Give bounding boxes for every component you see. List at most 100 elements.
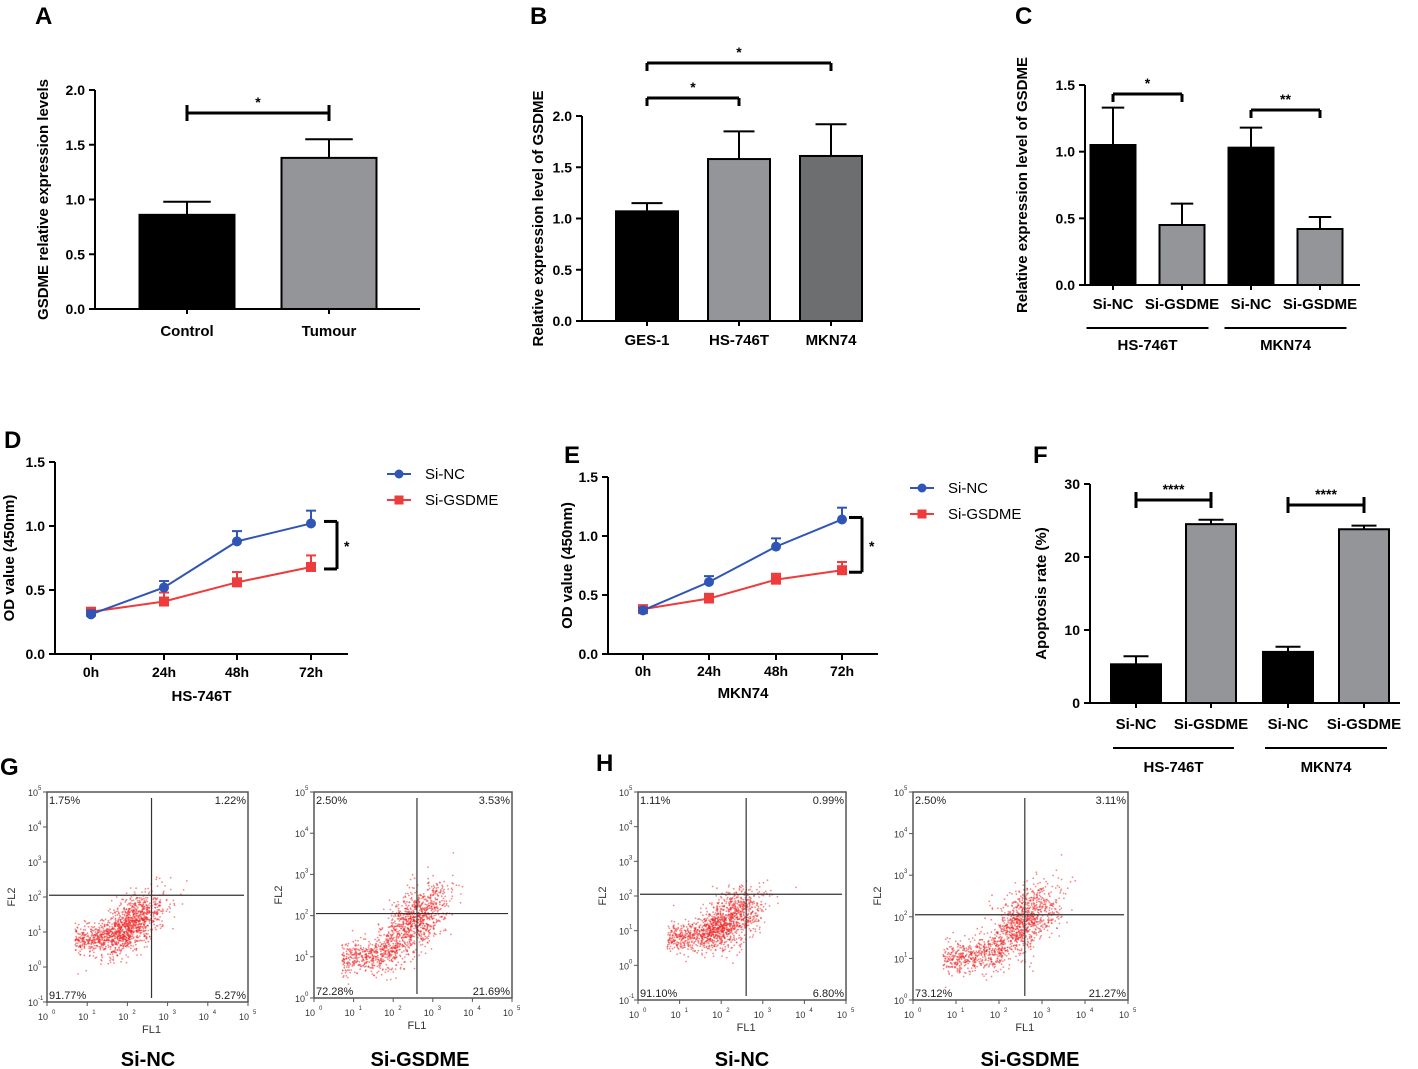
scatter-point (727, 885, 730, 888)
scatter-point (89, 954, 91, 957)
scatter-point (709, 937, 712, 940)
scatter-point (411, 886, 414, 889)
scatter-point (729, 920, 732, 923)
scatter-point (736, 916, 739, 919)
scatter-point (735, 932, 738, 934)
scatter-point (357, 948, 360, 951)
scatter-point (89, 937, 92, 940)
scatter-point (948, 946, 951, 948)
scatter-point (699, 924, 702, 926)
scatter-point (963, 971, 966, 974)
scatter-point (741, 890, 743, 892)
scatter-point (123, 925, 126, 928)
scatter-point (942, 968, 945, 970)
y-tick-label: 10 (295, 912, 305, 922)
x-tick-exponent: 3 (438, 1006, 442, 1012)
scatter-point (702, 914, 704, 917)
plot-frame (637, 791, 847, 1001)
scatter-point (109, 940, 112, 943)
scatter-point (391, 957, 394, 959)
bar-chart-B: GES-1 HS-746T MKN74** (615, 44, 863, 349)
scatter-point (137, 912, 140, 914)
scatter-point (709, 921, 712, 923)
scatter-point (371, 944, 374, 946)
scatter-point (168, 905, 171, 908)
scatter-point (113, 909, 115, 912)
scatter-point (763, 921, 766, 924)
scatter-point (721, 929, 724, 931)
scatter-point (677, 923, 680, 925)
scatter-point (136, 930, 138, 933)
scatter-point (121, 913, 124, 916)
y-tick-label: 10 (28, 998, 38, 1008)
x-tick-label: 10 (305, 1008, 315, 1018)
scatter-point (127, 913, 130, 915)
scatter-point (715, 945, 718, 948)
scatter-point (693, 934, 696, 936)
scatter-point (140, 897, 143, 899)
scatter-point (148, 922, 151, 924)
scatter-point (742, 919, 745, 922)
scatter-point (159, 899, 162, 901)
scatter-point (691, 925, 693, 928)
scatter-point (719, 940, 722, 942)
scatter-point (987, 946, 990, 949)
scatter-point (434, 897, 437, 900)
y-tick-label: 0.5 (66, 246, 86, 262)
scatter-point (79, 950, 81, 952)
scatter-point (83, 943, 86, 945)
scatter-point (671, 947, 674, 950)
legend-label: Si-NC (425, 466, 465, 483)
scatter-point (348, 959, 351, 961)
scatter-point (432, 893, 435, 896)
legend-label: Si-GSDME (425, 492, 498, 509)
scatter-point (169, 903, 172, 906)
scatter-point (143, 926, 146, 928)
scatter-point (100, 944, 103, 947)
scatter-point (715, 895, 718, 897)
scatter-point (348, 969, 351, 971)
x-tick-label: 10 (463, 1008, 473, 1018)
scatter-point (116, 954, 119, 956)
scatter-point (375, 942, 377, 945)
scatter-point (74, 939, 77, 942)
scatter-point (90, 925, 93, 928)
y-tick-exponent: 5 (305, 786, 309, 792)
scatter-point (127, 916, 130, 919)
y-tick-label: 30 (1064, 476, 1080, 492)
scatter-point (373, 948, 376, 950)
scatter-point (969, 950, 972, 953)
scatter-point (724, 922, 727, 925)
scatter-point (412, 918, 415, 921)
scatter-point (707, 942, 710, 944)
scatter-point (90, 930, 92, 933)
scatter-point (413, 911, 415, 914)
scatter-point (379, 941, 381, 944)
scatter-point (145, 917, 148, 920)
scatter-point (129, 897, 132, 900)
y-tick-label: 0.5 (553, 262, 573, 278)
scatter-point (368, 961, 371, 963)
scatter-point (102, 927, 104, 929)
scatter-point (398, 933, 401, 935)
scatter-point (944, 938, 947, 941)
scatter-point (413, 887, 415, 889)
scatter-point (957, 949, 960, 951)
scatter-point (973, 939, 976, 941)
scatter-point (389, 950, 392, 953)
scatter-point (101, 942, 104, 945)
scatter-point (419, 924, 421, 927)
scatter-point (162, 910, 165, 912)
scatter-point (371, 953, 373, 956)
x-tick-label: 10 (424, 1008, 434, 1018)
scatter-point (357, 940, 359, 942)
scatter-point (109, 918, 112, 921)
scatter-point (143, 933, 145, 935)
scatter-point (125, 936, 127, 939)
scatter-point (716, 922, 718, 925)
scatter-point (710, 928, 712, 931)
scatter-point (433, 914, 435, 917)
scatter-point (119, 927, 121, 930)
y-tick-exponent: 5 (38, 786, 42, 792)
